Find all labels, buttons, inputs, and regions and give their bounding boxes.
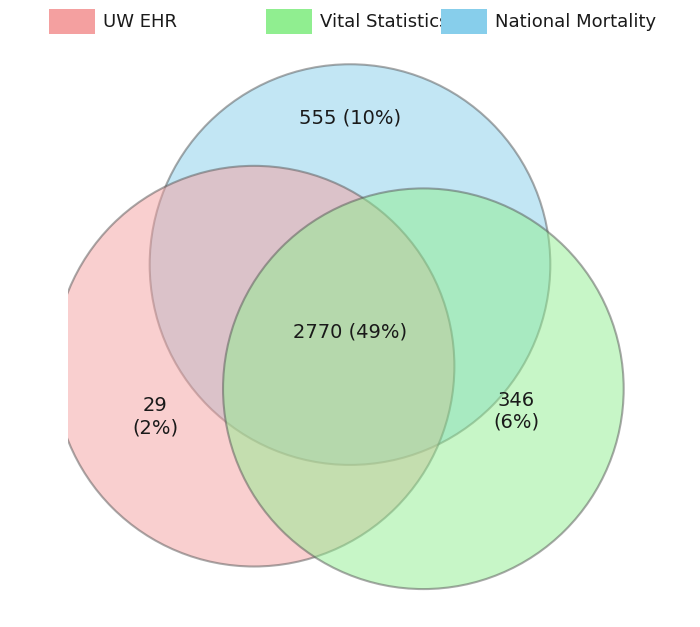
Text: 555 (10%): 555 (10%) [299,108,401,127]
Text: 2770 (49%): 2770 (49%) [293,323,407,342]
Circle shape [223,188,624,589]
Circle shape [150,64,550,465]
Text: Vital Statistics: Vital Statistics [320,13,449,31]
Circle shape [54,166,454,567]
Text: 346
(6%): 346 (6%) [494,391,540,432]
Text: National Mortality: National Mortality [495,13,656,31]
Text: 29
(2%): 29 (2%) [132,396,178,438]
Text: UW EHR: UW EHR [103,13,177,31]
